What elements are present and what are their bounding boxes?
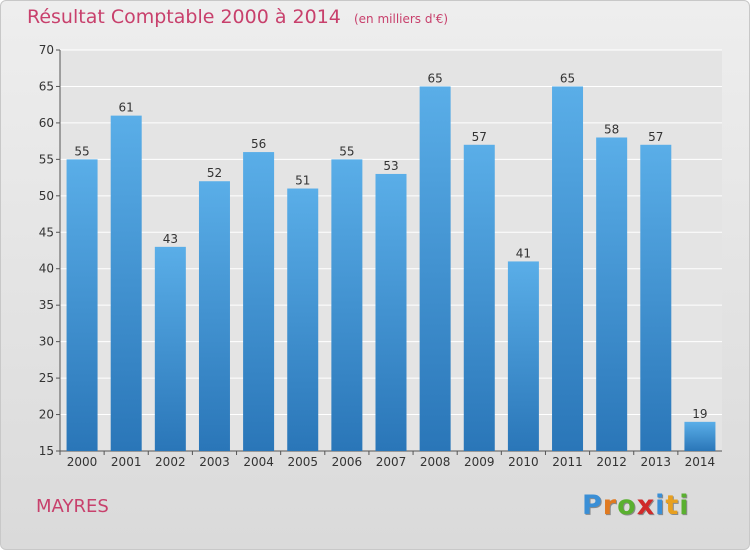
bar: [463, 144, 495, 452]
bar: [287, 188, 319, 451]
y-tick-label: 45: [39, 225, 54, 239]
data-label: 41: [516, 246, 531, 260]
x-tick-label: 2005: [287, 455, 318, 469]
bar: [66, 159, 98, 451]
y-tick-label: 50: [39, 189, 54, 203]
x-tick-label: 2008: [420, 455, 451, 469]
y-tick-label: 40: [39, 262, 54, 276]
x-tick-label: 2001: [111, 455, 142, 469]
data-label: 53: [383, 159, 398, 173]
y-tick-label: 20: [39, 408, 54, 422]
y-tick-label: 70: [39, 43, 54, 57]
y-tick-label: 55: [39, 152, 54, 166]
bar: [507, 261, 539, 451]
data-label: 51: [295, 174, 310, 188]
x-tick-label: 2009: [464, 455, 495, 469]
proxiti-logo: Proxiti: [582, 490, 690, 521]
bar: [110, 115, 142, 452]
logo-letter: r: [602, 490, 618, 521]
bar: [375, 173, 407, 452]
chart-subtitle: (en milliers d'€): [353, 12, 449, 26]
labels: 15 20 25 30 35 40 45 50 55 60 65 70 55 2000 61 2001 43 20…: [39, 43, 715, 469]
x-tick-label: 2013: [641, 455, 672, 469]
data-label: 56: [251, 137, 266, 151]
chart-title: Résultat Comptable 2000 à 2014: [27, 6, 341, 28]
x-tick-label: 2014: [685, 455, 716, 469]
title-row: Résultat Comptable 2000 à 2014 (en milli…: [27, 6, 448, 28]
data-label: 43: [163, 232, 178, 246]
commune-name: MAYRES: [36, 496, 109, 517]
x-tick-label: 2007: [376, 455, 407, 469]
bar: [684, 421, 716, 451]
bar: [419, 86, 451, 452]
data-label: 65: [560, 71, 575, 85]
x-tick-label: 2002: [155, 455, 186, 469]
x-tick-label: 2011: [552, 455, 583, 469]
logo-letter: P: [582, 490, 603, 521]
bar: [596, 137, 628, 451]
bar: [552, 86, 584, 452]
data-label: 52: [207, 166, 222, 180]
x-tick-label: 2000: [67, 455, 98, 469]
bars: [66, 86, 716, 452]
x-tick-label: 2004: [243, 455, 274, 469]
data-label: 19: [692, 407, 707, 421]
x-tick-label: 2012: [596, 455, 627, 469]
data-label: 58: [604, 122, 619, 136]
data-label: 55: [74, 144, 89, 158]
logo-letter: i: [655, 490, 666, 521]
data-label: 55: [339, 144, 354, 158]
y-tick-label: 65: [39, 79, 54, 93]
y-tick-label: 60: [39, 116, 54, 130]
x-tick-label: 2006: [332, 455, 363, 469]
y-tick-label: 15: [39, 444, 54, 458]
data-label: 61: [119, 101, 134, 115]
logo-letter: t: [665, 490, 680, 521]
y-tick-label: 35: [39, 298, 54, 312]
bar: [331, 159, 363, 451]
y-tick-label: 25: [39, 371, 54, 385]
data-label: 65: [427, 71, 442, 85]
data-label: 57: [472, 130, 487, 144]
bar: [640, 144, 672, 452]
logo-letter: i: [679, 490, 690, 521]
logo-letter: o: [617, 490, 637, 521]
x-tick-label: 2010: [508, 455, 539, 469]
bar: [198, 181, 230, 451]
logo-letter: x: [636, 490, 656, 521]
data-label: 57: [648, 130, 663, 144]
bar: [154, 246, 186, 451]
y-tick-label: 30: [39, 335, 54, 349]
bar: [243, 152, 275, 451]
x-tick-label: 2003: [199, 455, 230, 469]
